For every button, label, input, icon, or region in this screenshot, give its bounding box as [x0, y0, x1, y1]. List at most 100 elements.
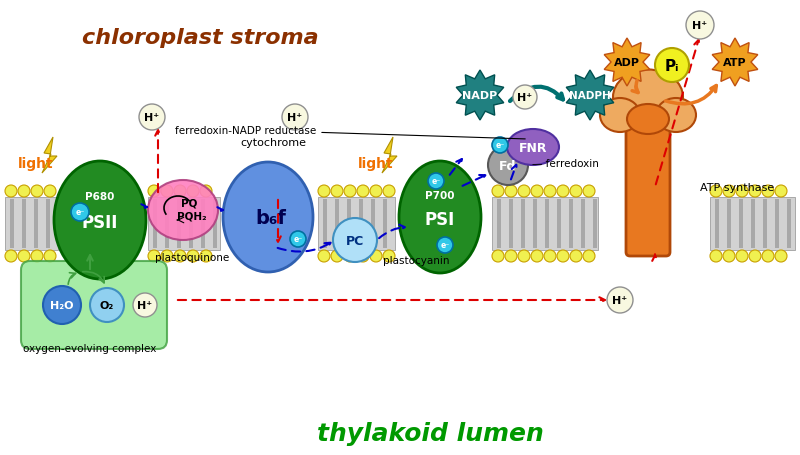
Text: PQ: PQ [181, 197, 197, 207]
Circle shape [492, 186, 504, 197]
Circle shape [370, 186, 382, 197]
Text: H⁺: H⁺ [518, 93, 533, 103]
Circle shape [492, 138, 508, 154]
Circle shape [723, 186, 735, 197]
Circle shape [187, 250, 199, 263]
Circle shape [44, 186, 56, 197]
Text: light: light [18, 157, 54, 171]
Circle shape [318, 186, 330, 197]
Circle shape [139, 105, 165, 131]
Ellipse shape [223, 162, 313, 273]
FancyBboxPatch shape [189, 200, 193, 248]
Text: ferredoxin-NADP reductase: ferredoxin-NADP reductase [175, 126, 526, 140]
FancyBboxPatch shape [34, 200, 38, 248]
Circle shape [710, 186, 722, 197]
Circle shape [749, 186, 761, 197]
FancyBboxPatch shape [371, 200, 375, 248]
Circle shape [357, 186, 369, 197]
Text: cytochrome: cytochrome [240, 138, 306, 148]
Circle shape [710, 250, 722, 263]
Circle shape [148, 186, 160, 197]
FancyBboxPatch shape [557, 200, 561, 248]
FancyBboxPatch shape [153, 200, 157, 248]
Circle shape [736, 250, 748, 263]
Circle shape [282, 105, 308, 131]
Text: ATP synthase: ATP synthase [700, 182, 774, 192]
Circle shape [775, 186, 787, 197]
Circle shape [544, 186, 556, 197]
FancyBboxPatch shape [569, 200, 573, 248]
FancyBboxPatch shape [763, 200, 767, 248]
Circle shape [200, 186, 212, 197]
Text: thylakoid lumen: thylakoid lumen [317, 421, 543, 445]
Circle shape [437, 238, 453, 253]
Ellipse shape [600, 99, 640, 133]
FancyBboxPatch shape [545, 200, 549, 248]
Text: ATP: ATP [723, 58, 747, 68]
FancyBboxPatch shape [509, 200, 513, 248]
Circle shape [31, 186, 43, 197]
Circle shape [344, 186, 356, 197]
FancyBboxPatch shape [787, 200, 791, 248]
Circle shape [723, 250, 735, 263]
Ellipse shape [613, 71, 683, 125]
Text: e⁻: e⁻ [75, 207, 85, 217]
Circle shape [749, 250, 761, 263]
Circle shape [736, 186, 748, 197]
Circle shape [148, 250, 160, 263]
Circle shape [505, 186, 517, 197]
Circle shape [133, 293, 157, 317]
FancyBboxPatch shape [492, 197, 598, 250]
Text: — ferredoxin: — ferredoxin [532, 159, 599, 169]
Text: Fd: Fd [499, 159, 517, 172]
Ellipse shape [656, 99, 696, 133]
Circle shape [174, 250, 186, 263]
Text: H⁺: H⁺ [693, 21, 707, 31]
FancyBboxPatch shape [497, 200, 501, 248]
Ellipse shape [54, 162, 146, 279]
Polygon shape [566, 71, 614, 121]
Text: P700: P700 [426, 191, 454, 201]
Circle shape [5, 186, 17, 197]
Circle shape [318, 250, 330, 263]
FancyBboxPatch shape [739, 200, 743, 248]
Text: PSI: PSI [425, 211, 455, 228]
Circle shape [383, 250, 395, 263]
Ellipse shape [148, 181, 218, 241]
Circle shape [607, 288, 633, 313]
FancyBboxPatch shape [581, 200, 585, 248]
Text: NADPH: NADPH [569, 91, 611, 101]
Circle shape [686, 12, 714, 40]
Text: light: light [358, 157, 394, 171]
Text: H₂O: H₂O [50, 300, 74, 310]
Polygon shape [604, 39, 650, 87]
Circle shape [655, 49, 689, 83]
Text: ADP: ADP [614, 58, 640, 68]
Circle shape [557, 250, 569, 263]
Circle shape [505, 250, 517, 263]
FancyBboxPatch shape [710, 197, 795, 250]
Circle shape [492, 250, 504, 263]
Circle shape [762, 250, 774, 263]
FancyBboxPatch shape [715, 200, 719, 248]
Text: plastocyanin: plastocyanin [383, 255, 450, 265]
Circle shape [331, 250, 343, 263]
Text: H⁺: H⁺ [613, 295, 627, 305]
FancyBboxPatch shape [775, 200, 779, 248]
Circle shape [174, 186, 186, 197]
FancyBboxPatch shape [148, 197, 220, 250]
Circle shape [488, 146, 528, 186]
Text: e⁻: e⁻ [294, 234, 302, 243]
Circle shape [31, 250, 43, 263]
FancyBboxPatch shape [626, 116, 670, 257]
Circle shape [428, 174, 444, 190]
Circle shape [5, 250, 17, 263]
FancyBboxPatch shape [5, 197, 58, 250]
Polygon shape [42, 138, 57, 174]
Circle shape [383, 186, 395, 197]
FancyBboxPatch shape [46, 200, 50, 248]
Circle shape [570, 250, 582, 263]
Text: PQH₂: PQH₂ [177, 211, 207, 221]
Text: H⁺: H⁺ [145, 113, 159, 123]
Circle shape [570, 186, 582, 197]
